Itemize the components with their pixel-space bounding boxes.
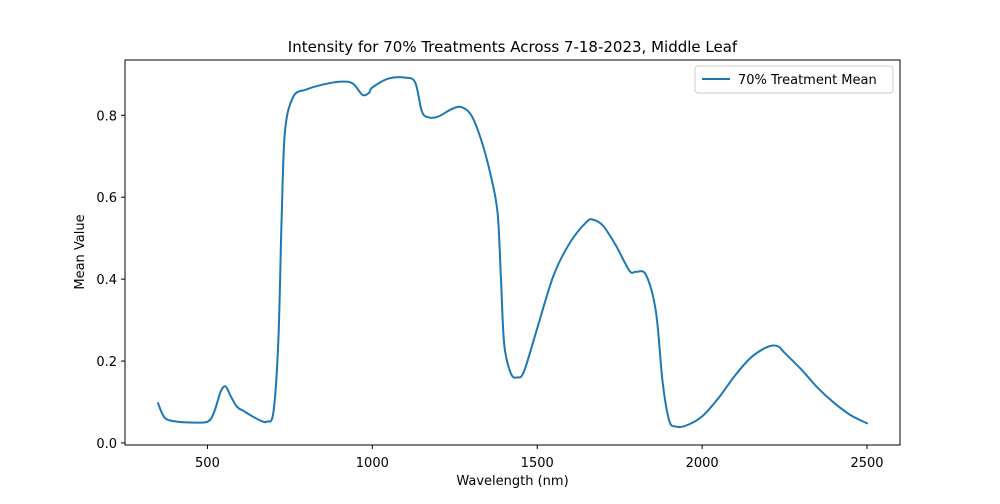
x-axis-label: Wavelength (nm) <box>456 474 568 489</box>
x-axis: 500 1000 1500 2000 2500 <box>195 445 884 471</box>
legend-label: 70% Treatment Mean <box>738 73 877 88</box>
x-tick-label: 2000 <box>686 456 719 471</box>
y-axis: 0.0 0.2 0.4 0.6 0.8 <box>96 109 125 452</box>
x-tick-label: 2500 <box>850 456 883 471</box>
x-tick-label: 500 <box>195 456 220 471</box>
series-line-70-treatment-mean <box>156 76 869 429</box>
chart-title: Intensity for 70% Treatments Across 7-18… <box>288 38 738 56</box>
y-axis-label: Mean Value <box>73 214 88 289</box>
x-tick-label: 1500 <box>521 456 554 471</box>
y-tick-label: 0.2 <box>96 355 117 370</box>
y-tick-label: 0.8 <box>96 109 117 124</box>
plot-area <box>156 76 869 429</box>
x-tick-label: 1000 <box>356 456 389 471</box>
y-tick-label: 0.0 <box>96 437 117 452</box>
legend: 70% Treatment Mean <box>694 65 894 94</box>
legend-box <box>694 65 894 94</box>
plot-frame <box>124 59 901 446</box>
y-tick-label: 0.6 <box>96 191 117 206</box>
y-tick-label: 0.4 <box>96 273 117 288</box>
